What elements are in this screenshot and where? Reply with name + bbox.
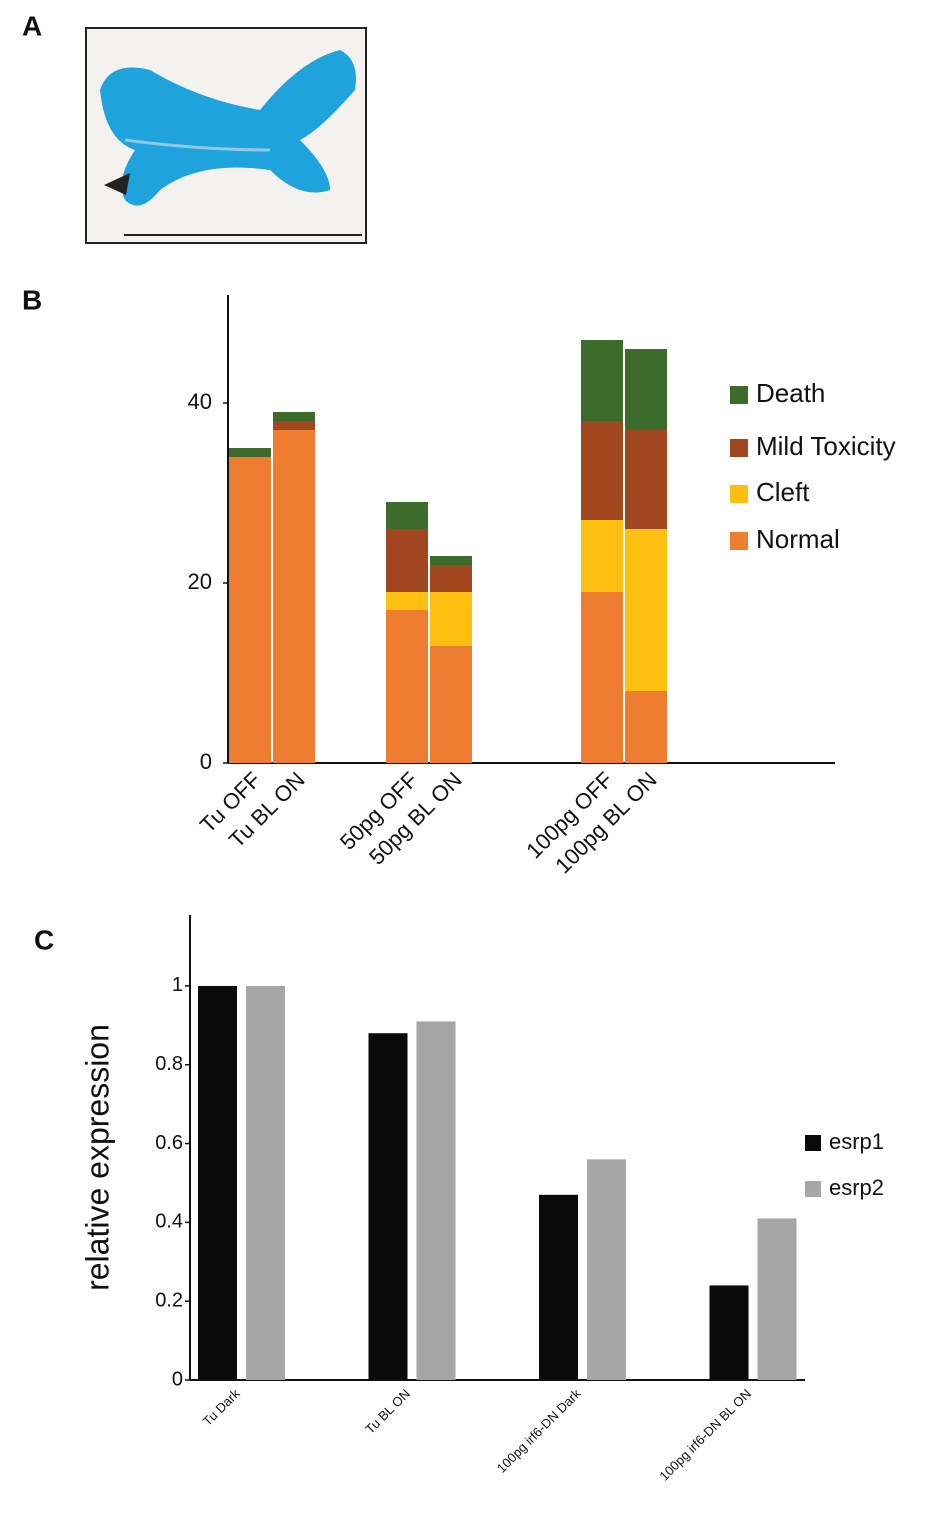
bar-segment bbox=[386, 529, 428, 592]
bar-segment bbox=[430, 556, 472, 565]
y-tick-label: 0 bbox=[200, 749, 212, 774]
bar bbox=[417, 1021, 456, 1380]
bar bbox=[710, 1285, 749, 1380]
bar bbox=[198, 986, 237, 1380]
x-tick-label: 100pg irf6-DN Dark bbox=[494, 1386, 584, 1476]
y-tick-label: 0 bbox=[172, 1368, 183, 1390]
panel-label: C bbox=[34, 924, 54, 955]
bar-segment bbox=[273, 421, 315, 430]
legend-swatch bbox=[805, 1181, 821, 1197]
legend-label: Death bbox=[756, 378, 825, 408]
panel-label: B bbox=[22, 284, 42, 315]
x-tick-label: 100pg irf6-DN BL ON bbox=[656, 1386, 754, 1484]
legend-label: Normal bbox=[756, 524, 840, 554]
y-tick-label: 0.4 bbox=[155, 1211, 183, 1233]
bar-segment bbox=[386, 502, 428, 529]
bar-segment bbox=[430, 592, 472, 646]
bar-segment bbox=[229, 448, 271, 457]
legend-swatch bbox=[805, 1135, 821, 1151]
bar-segment bbox=[581, 340, 623, 421]
legend-swatch bbox=[730, 485, 748, 503]
y-tick-label: 0.8 bbox=[155, 1053, 183, 1075]
legend-label: Mild Toxicity bbox=[756, 431, 896, 461]
panel-label: A bbox=[22, 10, 42, 41]
bar bbox=[758, 1218, 797, 1380]
micrograph bbox=[86, 28, 366, 243]
legend-swatch bbox=[730, 386, 748, 404]
bar bbox=[587, 1159, 626, 1380]
bar-segment bbox=[430, 646, 472, 763]
y-tick-label: 0.6 bbox=[155, 1132, 183, 1154]
bar-segment bbox=[625, 430, 667, 529]
bar-segment bbox=[581, 520, 623, 592]
bar-segment bbox=[229, 457, 271, 763]
bar-segment bbox=[625, 529, 667, 691]
legend-swatch bbox=[730, 532, 748, 550]
bar-segment bbox=[273, 430, 315, 763]
figure: A B C 02040Tu OFFTu BL ON50pg OFF50pg BL… bbox=[0, 0, 934, 1531]
y-tick-label: 20 bbox=[188, 569, 212, 594]
legend-label: Cleft bbox=[756, 477, 810, 507]
bar-segment bbox=[386, 592, 428, 610]
legend-label: esrp1 bbox=[829, 1129, 884, 1154]
y-tick-label: 40 bbox=[188, 389, 212, 414]
bar bbox=[246, 986, 285, 1380]
bar-segment bbox=[625, 691, 667, 763]
bar-segment bbox=[386, 610, 428, 763]
bar bbox=[539, 1195, 578, 1380]
bar bbox=[369, 1033, 408, 1380]
bar-segment bbox=[273, 412, 315, 421]
x-tick-label: Tu Dark bbox=[200, 1386, 243, 1429]
bar-segment bbox=[581, 592, 623, 763]
x-tick-label: Tu BL ON bbox=[362, 1386, 413, 1437]
y-tick-label: 0.2 bbox=[155, 1289, 183, 1311]
bar-segment bbox=[625, 349, 667, 430]
y-axis-title: relative expression bbox=[79, 1024, 115, 1291]
bar-segment bbox=[581, 421, 623, 520]
legend-label: esrp2 bbox=[829, 1175, 884, 1200]
bar-segment bbox=[430, 565, 472, 592]
legend-swatch bbox=[730, 439, 748, 457]
y-tick-label: 1 bbox=[172, 974, 183, 996]
